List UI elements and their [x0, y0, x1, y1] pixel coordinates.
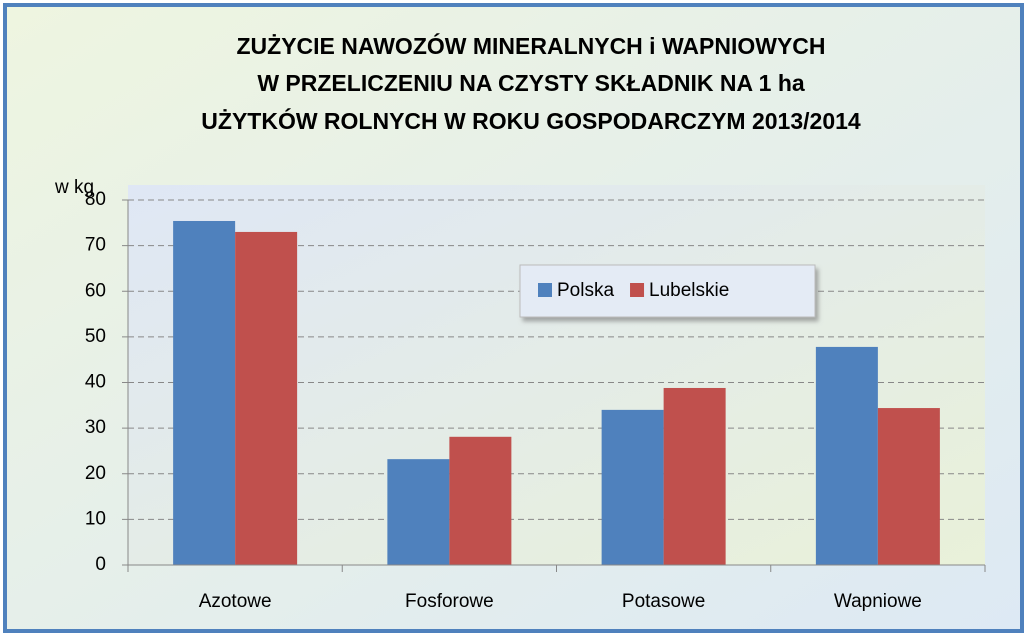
x-tick-label: Potasowe	[622, 591, 705, 612]
y-tick-label: 50	[85, 326, 106, 347]
y-tick-label: 70	[85, 235, 106, 256]
bar	[235, 231, 298, 565]
y-tick-label: 30	[85, 417, 106, 438]
y-tick-label: 60	[85, 280, 106, 301]
legend-box	[519, 264, 816, 318]
chart-title: UŻYTKÓW ROLNYCH W ROKU GOSPODARCZYM 2013…	[201, 107, 861, 134]
x-tick-label: Azotowe	[199, 591, 272, 612]
legend-swatch	[630, 283, 645, 297]
y-tick-label: 0	[95, 554, 106, 575]
y-tick-label: 80	[85, 189, 106, 210]
y-tick-label: 20	[85, 463, 106, 484]
y-tick-label: 10	[85, 508, 106, 529]
legend-swatch	[538, 283, 552, 297]
chart-title: W PRZELICZENIU NA CZYSTY SKŁADNIK NA 1 h…	[257, 70, 805, 96]
x-tick-label: Fosforowe	[405, 591, 494, 612]
bar	[877, 408, 940, 565]
legend-label: Polska	[557, 280, 614, 301]
bar	[387, 459, 450, 565]
legend-label: Lubelskie	[649, 280, 729, 301]
bar	[601, 409, 664, 565]
chart-title: ZUŻYCIE NAWOZÓW MINERALNYCH i WAPNIOWYCH	[236, 32, 825, 59]
bar	[815, 346, 878, 565]
y-axis-label: w kg	[54, 177, 94, 198]
bar	[449, 436, 512, 565]
bar	[173, 220, 236, 566]
bar	[663, 387, 726, 565]
x-tick-label: Wapniowe	[834, 591, 922, 612]
y-tick-label: 40	[85, 372, 106, 393]
legend: Polska Lubelskie	[519, 264, 816, 318]
